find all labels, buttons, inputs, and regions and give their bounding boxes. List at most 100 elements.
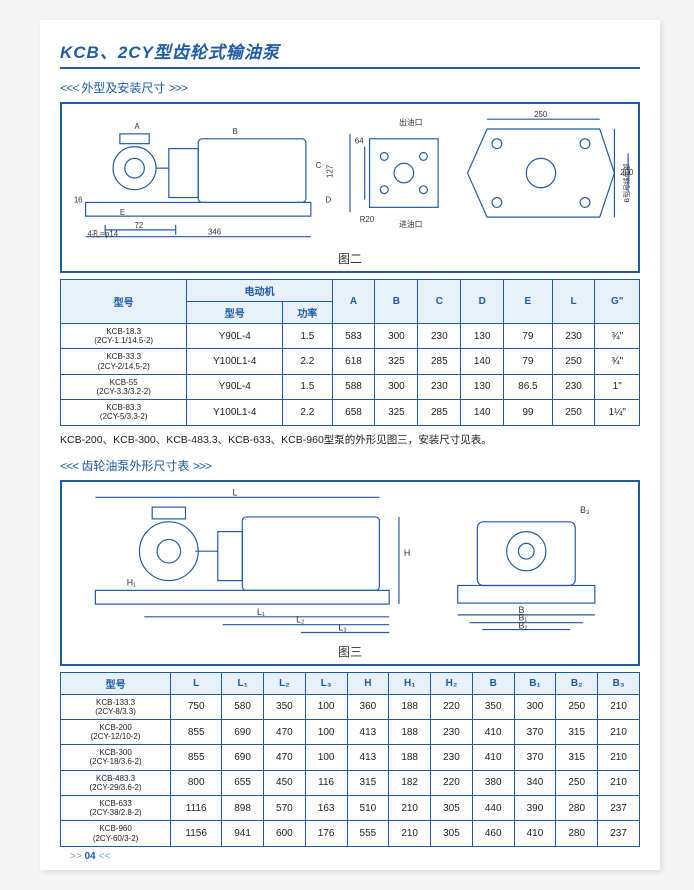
fig2-L3: L₃: [338, 622, 347, 632]
chevron-right-icon-2: >>>: [193, 459, 211, 473]
t2-cell: 250: [556, 694, 598, 719]
t2-header: B₃: [598, 672, 640, 694]
t1-c: 230: [418, 374, 461, 399]
t2-cell: 280: [556, 821, 598, 846]
t1-h-d: D: [461, 280, 504, 324]
fig1-dim-r20: R20: [360, 215, 375, 224]
t1-a: 658: [332, 400, 375, 425]
section-2-text: 齿轮油泵外形尺寸表: [81, 459, 189, 473]
t2-model: KCB-200(2CY-12/10-2): [61, 719, 171, 744]
t1-power: 1.5: [283, 374, 332, 399]
fig1-letter-a: A: [135, 122, 141, 131]
t2-cell: 390: [514, 796, 556, 821]
t2-header: H₁: [389, 672, 431, 694]
t2-cell: 690: [222, 719, 264, 744]
table-row: KCB-18.3(2CY-1.1/14.5-2)Y90L-41.55833002…: [61, 324, 640, 349]
fig1-dim-16: 16: [74, 195, 83, 204]
fig1-dim-127: 127: [325, 165, 334, 178]
table-2: 型号LL₁L₂L₃HH₁H₂BB₁B₂B₃ KCB-133.3(2CY-8/3.…: [60, 672, 640, 847]
t2-cell: 237: [598, 821, 640, 846]
t1-l: 230: [552, 324, 595, 349]
t1-motor: Y90L-4: [187, 324, 283, 349]
page: KCB、2CY型齿轮式输油泵 <<< 外型及安装尺寸 >>>: [40, 20, 660, 870]
t2-cell: 750: [171, 694, 222, 719]
t2-cell: 413: [347, 745, 389, 770]
fig1-dim-72: 72: [135, 221, 144, 230]
fig1-inlet-label: 进油口: [399, 219, 423, 229]
t2-cell: 100: [305, 719, 347, 744]
t2-model: KCB-483.3(2CY-29/3.6-2): [61, 770, 171, 795]
t2-header: H₂: [431, 672, 473, 694]
t1-b: 325: [375, 400, 418, 425]
t1-c: 230: [418, 324, 461, 349]
t2-cell: 580: [222, 694, 264, 719]
t1-l: 250: [552, 349, 595, 374]
t2-cell: 188: [389, 719, 431, 744]
t2-header: L₂: [263, 672, 305, 694]
t1-power: 1.5: [283, 324, 332, 349]
t1-h-a: A: [332, 280, 375, 324]
t2-header: L: [171, 672, 222, 694]
t1-c: 285: [418, 400, 461, 425]
fig1-dim-64: 64: [355, 137, 364, 146]
t2-cell: 350: [263, 694, 305, 719]
t2-cell: 690: [222, 745, 264, 770]
t2-cell: 237: [598, 796, 640, 821]
t2-cell: 413: [347, 719, 389, 744]
t2-header: 型号: [61, 672, 171, 694]
t1-g: ¾": [595, 349, 640, 374]
t2-cell: 250: [556, 770, 598, 795]
t2-cell: 188: [389, 694, 431, 719]
t2-cell: 230: [431, 719, 473, 744]
t2-header: L₃: [305, 672, 347, 694]
t2-cell: 176: [305, 821, 347, 846]
t1-c: 285: [418, 349, 461, 374]
section-1-text: 外型及安装尺寸: [81, 81, 165, 95]
t2-cell: 570: [263, 796, 305, 821]
fig2-L1: L₁: [257, 606, 265, 616]
t1-e: 79: [504, 349, 552, 374]
fig1-letter-c: C: [316, 161, 322, 170]
table-row: KCB-300(2CY-18/3.6-2)8556904701004131882…: [61, 745, 640, 770]
t1-motor: Y100L1-4: [187, 400, 283, 425]
t2-cell: 315: [556, 745, 598, 770]
t2-cell: 555: [347, 821, 389, 846]
t1-a: 583: [332, 324, 375, 349]
t2-cell: 100: [305, 745, 347, 770]
t2-header: B₂: [556, 672, 598, 694]
t2-cell: 305: [431, 821, 473, 846]
t2-cell: 210: [598, 770, 640, 795]
t1-e: 79: [504, 324, 552, 349]
t2-cell: 440: [472, 796, 514, 821]
t1-h-b: B: [375, 280, 418, 324]
t2-cell: 100: [305, 694, 347, 719]
fig1-letter-d: D: [326, 195, 332, 204]
t2-cell: 210: [598, 719, 640, 744]
table-row: KCB-33.3(2CY-2/14.5-2)Y100L1-42.26183252…: [61, 349, 640, 374]
figure-2-svg: L L₁ L₂ L₃ H H₁ B B₁ B₂ B₃: [66, 486, 634, 636]
t2-cell: 941: [222, 821, 264, 846]
t2-cell: 898: [222, 796, 264, 821]
t2-cell: 210: [598, 745, 640, 770]
page-num-chev-l: >>: [70, 851, 82, 862]
table-row: KCB-83.3(2CY-5/3.3-2)Y100L1-42.265832528…: [61, 400, 640, 425]
t1-d: 130: [461, 374, 504, 399]
t2-cell: 1116: [171, 796, 222, 821]
t1-d: 140: [461, 349, 504, 374]
t2-cell: 600: [263, 821, 305, 846]
note-text: KCB-200、KCB-300、KCB-483.3、KCB-633、KCB-96…: [60, 432, 640, 447]
t1-h-e: E: [504, 280, 552, 324]
fig2-H: H: [404, 548, 410, 558]
section-2-label: <<< 齿轮油泵外形尺寸表 >>>: [60, 457, 640, 474]
t1-h-l: L: [552, 280, 595, 324]
t1-model: KCB-18.3(2CY-1.1/14.5-2): [61, 324, 187, 349]
t2-cell: 370: [514, 719, 556, 744]
t2-cell: 210: [598, 694, 640, 719]
fig1-letter-e: E: [120, 208, 125, 217]
page-num-chev-r: <<: [98, 851, 110, 862]
t2-cell: 470: [263, 719, 305, 744]
t2-cell: 460: [472, 821, 514, 846]
t1-power: 2.2: [283, 400, 332, 425]
t1-model: KCB-33.3(2CY-2/14.5-2): [61, 349, 187, 374]
fig1-bolt-holes: 4孔=φ14: [88, 230, 119, 239]
